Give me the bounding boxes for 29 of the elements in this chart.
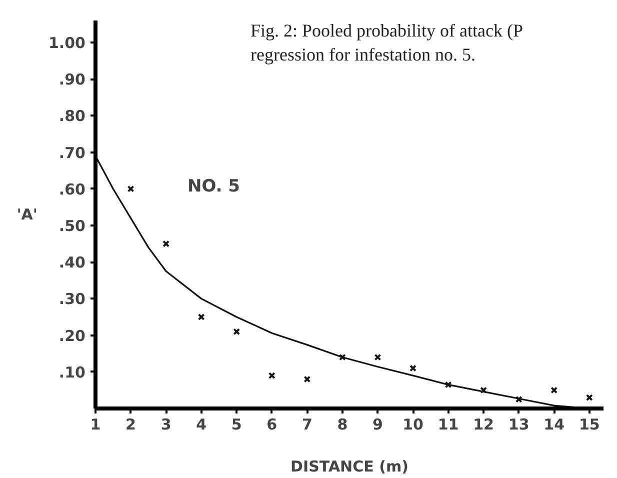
x-tick-label: 8	[337, 416, 348, 434]
y-tick-label: .20	[58, 326, 86, 345]
y-tick-label: 1.00	[48, 34, 86, 52]
x-tick-label: 5	[231, 416, 242, 434]
x-tick-label: 9	[372, 416, 383, 434]
y-tick-label: .50	[58, 216, 86, 235]
x-tick-label: 1	[90, 416, 101, 434]
x-axis-title: DISTANCE (m)	[290, 458, 408, 476]
x-tick-label: 2	[126, 416, 136, 434]
x-tick-label: 6	[266, 416, 278, 434]
y-tick-label: .80	[58, 107, 86, 126]
y-axis-title: 'A'	[16, 206, 38, 224]
y-tick-label: .30	[58, 290, 86, 308]
y-tick-label: .10	[58, 363, 86, 382]
y-tick-label: .60	[58, 180, 86, 198]
x-tick-label: 3	[160, 416, 172, 434]
x-tick-label: 11	[438, 416, 459, 434]
x-tick-label: 7	[302, 416, 312, 434]
y-tick-label: .70	[58, 144, 86, 162]
x-tick-label: 14	[544, 416, 565, 434]
y-tick-label: .40	[58, 254, 86, 272]
annotation: NO. 5	[188, 176, 240, 196]
x-tick-label: 13	[508, 416, 530, 434]
x-tick-label: 12	[473, 416, 494, 434]
x-tick-label: 15	[578, 416, 600, 434]
text: Fig. 2: Pooled probability of attack (P regression for infestation no. 5.	[250, 20, 523, 64]
x-tick-label: 10	[402, 416, 424, 434]
x-tick-label: 4	[196, 416, 207, 434]
y-tick-label: .90	[58, 70, 86, 89]
